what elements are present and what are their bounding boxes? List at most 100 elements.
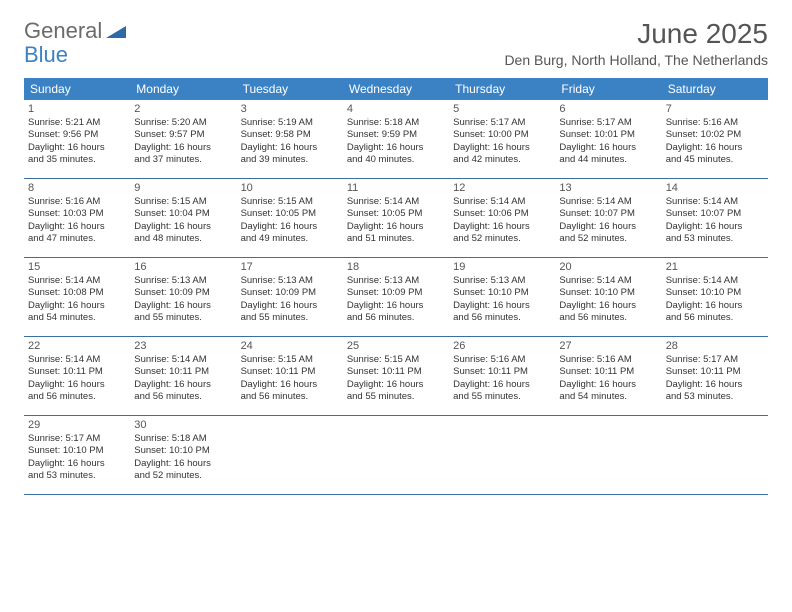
day-detail: and 55 minutes. [453, 391, 551, 403]
day-detail: Sunrise: 5:14 AM [666, 275, 764, 287]
day-detail: Sunset: 9:58 PM [241, 129, 339, 141]
day-number: 30 [134, 419, 232, 431]
day-detail: Sunrise: 5:14 AM [666, 196, 764, 208]
logo: General [24, 18, 130, 44]
day-detail: Sunset: 10:00 PM [453, 129, 551, 141]
location: Den Burg, North Holland, The Netherlands [504, 52, 768, 68]
day-number: 6 [559, 103, 657, 115]
weekday-header: Wednesday [343, 78, 449, 100]
day-detail: Sunrise: 5:14 AM [28, 275, 126, 287]
day-detail: and 52 minutes. [453, 233, 551, 245]
day-detail: Daylight: 16 hours [559, 142, 657, 154]
calendar-day: 25Sunrise: 5:15 AMSunset: 10:11 PMDaylig… [343, 337, 449, 415]
day-detail: Sunrise: 5:17 AM [559, 117, 657, 129]
calendar-week: 15Sunrise: 5:14 AMSunset: 10:08 PMDaylig… [24, 258, 768, 337]
logo-text-blue: Blue [24, 42, 68, 67]
day-detail: Daylight: 16 hours [559, 221, 657, 233]
day-detail: Sunrise: 5:14 AM [134, 354, 232, 366]
calendar-day: 30Sunrise: 5:18 AMSunset: 10:10 PMDaylig… [130, 416, 236, 494]
day-number: 12 [453, 182, 551, 194]
day-detail: Sunset: 10:07 PM [559, 208, 657, 220]
day-detail: Daylight: 16 hours [666, 142, 764, 154]
day-detail: Sunrise: 5:17 AM [666, 354, 764, 366]
day-detail: and 40 minutes. [347, 154, 445, 166]
day-detail: and 53 minutes. [28, 470, 126, 482]
day-detail: and 53 minutes. [666, 233, 764, 245]
day-detail: and 56 minutes. [559, 312, 657, 324]
calendar-day: 7Sunrise: 5:16 AMSunset: 10:02 PMDayligh… [662, 100, 768, 178]
day-detail: and 56 minutes. [134, 391, 232, 403]
day-detail: Sunrise: 5:14 AM [559, 275, 657, 287]
day-detail: Sunrise: 5:17 AM [453, 117, 551, 129]
day-detail: Sunset: 10:09 PM [134, 287, 232, 299]
day-number: 26 [453, 340, 551, 352]
day-detail: Daylight: 16 hours [347, 300, 445, 312]
calendar-week: 22Sunrise: 5:14 AMSunset: 10:11 PMDaylig… [24, 337, 768, 416]
day-detail: Sunrise: 5:15 AM [241, 354, 339, 366]
day-detail: Daylight: 16 hours [241, 142, 339, 154]
calendar-day: 12Sunrise: 5:14 AMSunset: 10:06 PMDaylig… [449, 179, 555, 257]
calendar-day: 2Sunrise: 5:20 AMSunset: 9:57 PMDaylight… [130, 100, 236, 178]
day-detail: Sunset: 10:05 PM [347, 208, 445, 220]
day-detail: and 48 minutes. [134, 233, 232, 245]
day-number: 18 [347, 261, 445, 273]
day-detail: Daylight: 16 hours [28, 379, 126, 391]
day-detail: and 56 minutes. [241, 391, 339, 403]
calendar-day: 29Sunrise: 5:17 AMSunset: 10:10 PMDaylig… [24, 416, 130, 494]
day-detail: Daylight: 16 hours [134, 300, 232, 312]
day-detail: and 55 minutes. [347, 391, 445, 403]
calendar-day [662, 416, 768, 494]
day-number: 15 [28, 261, 126, 273]
calendar-day: 5Sunrise: 5:17 AMSunset: 10:00 PMDayligh… [449, 100, 555, 178]
day-number: 13 [559, 182, 657, 194]
day-detail: Sunset: 10:05 PM [241, 208, 339, 220]
day-number: 20 [559, 261, 657, 273]
calendar-day: 8Sunrise: 5:16 AMSunset: 10:03 PMDayligh… [24, 179, 130, 257]
calendar-day: 22Sunrise: 5:14 AMSunset: 10:11 PMDaylig… [24, 337, 130, 415]
day-detail: Sunset: 10:08 PM [28, 287, 126, 299]
day-number: 19 [453, 261, 551, 273]
weekday-row: Sunday Monday Tuesday Wednesday Thursday… [24, 78, 768, 100]
day-detail: Sunset: 10:01 PM [559, 129, 657, 141]
day-detail: Sunrise: 5:15 AM [347, 354, 445, 366]
day-detail: Sunset: 10:07 PM [666, 208, 764, 220]
day-number: 17 [241, 261, 339, 273]
day-detail: Sunrise: 5:18 AM [347, 117, 445, 129]
weekday-header: Monday [130, 78, 236, 100]
day-detail: and 44 minutes. [559, 154, 657, 166]
day-detail: and 54 minutes. [28, 312, 126, 324]
day-detail: Sunrise: 5:18 AM [134, 433, 232, 445]
day-detail: Sunrise: 5:14 AM [559, 196, 657, 208]
day-number: 1 [28, 103, 126, 115]
day-detail: Sunset: 9:59 PM [347, 129, 445, 141]
calendar: Sunday Monday Tuesday Wednesday Thursday… [24, 78, 768, 495]
day-number: 22 [28, 340, 126, 352]
day-number: 28 [666, 340, 764, 352]
day-detail: Sunset: 10:10 PM [453, 287, 551, 299]
calendar-day: 27Sunrise: 5:16 AMSunset: 10:11 PMDaylig… [555, 337, 661, 415]
header: General June 2025 Den Burg, North Hollan… [24, 18, 768, 68]
day-detail: and 56 minutes. [666, 312, 764, 324]
day-number: 9 [134, 182, 232, 194]
day-detail: Sunrise: 5:16 AM [28, 196, 126, 208]
day-detail: and 47 minutes. [28, 233, 126, 245]
day-detail: and 54 minutes. [559, 391, 657, 403]
day-detail: Daylight: 16 hours [241, 221, 339, 233]
day-detail: Sunset: 10:06 PM [453, 208, 551, 220]
calendar-day [343, 416, 449, 494]
calendar-day: 16Sunrise: 5:13 AMSunset: 10:09 PMDaylig… [130, 258, 236, 336]
day-detail: Sunrise: 5:16 AM [453, 354, 551, 366]
day-number: 8 [28, 182, 126, 194]
day-number: 3 [241, 103, 339, 115]
month-title: June 2025 [504, 18, 768, 50]
calendar-day: 9Sunrise: 5:15 AMSunset: 10:04 PMDayligh… [130, 179, 236, 257]
calendar-day: 20Sunrise: 5:14 AMSunset: 10:10 PMDaylig… [555, 258, 661, 336]
day-detail: and 39 minutes. [241, 154, 339, 166]
day-detail: Sunrise: 5:19 AM [241, 117, 339, 129]
calendar-week: 8Sunrise: 5:16 AMSunset: 10:03 PMDayligh… [24, 179, 768, 258]
calendar-day: 19Sunrise: 5:13 AMSunset: 10:10 PMDaylig… [449, 258, 555, 336]
title-block: June 2025 Den Burg, North Holland, The N… [504, 18, 768, 68]
day-detail: Sunset: 10:10 PM [28, 445, 126, 457]
day-detail: Daylight: 16 hours [559, 300, 657, 312]
weeks-container: 1Sunrise: 5:21 AMSunset: 9:56 PMDaylight… [24, 100, 768, 495]
